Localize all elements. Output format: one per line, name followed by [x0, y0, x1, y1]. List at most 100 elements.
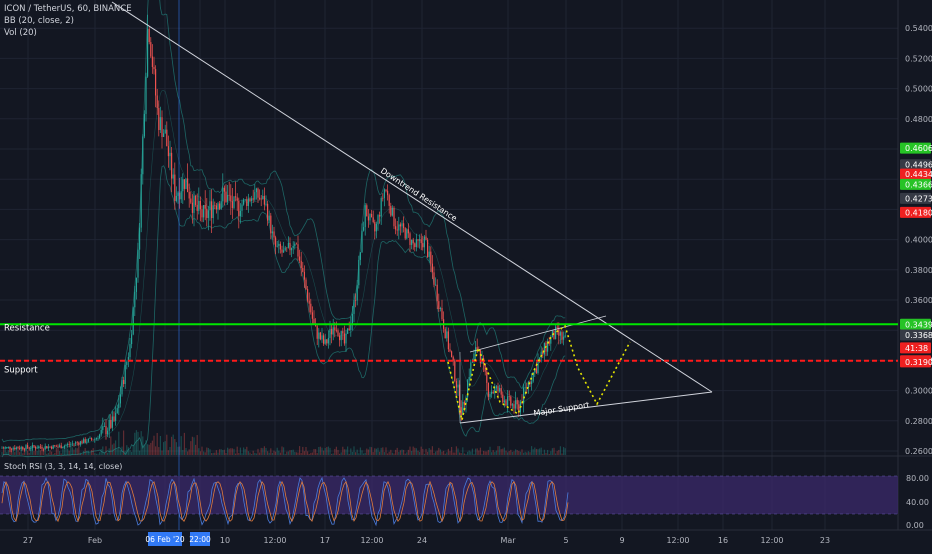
- candle-body: [55, 446, 57, 447]
- price-badge-label: 0.4434: [905, 170, 932, 179]
- candle-body: [20, 446, 22, 449]
- candle-body: [356, 285, 358, 301]
- volume-bar: [260, 447, 262, 455]
- volume-bar: [188, 449, 190, 455]
- candle-body: [177, 192, 179, 196]
- volume-bar: [431, 446, 433, 455]
- candle-body: [313, 318, 315, 324]
- price-badge-label: 0.4606: [905, 144, 932, 153]
- volume-bar: [300, 453, 302, 455]
- symbol-label[interactable]: ICON / TetherUS, 60, BINANCE: [4, 4, 132, 14]
- candle-body: [180, 191, 182, 200]
- candle-body: [95, 438, 97, 440]
- candle-body: [513, 404, 515, 409]
- volume-bar: [505, 450, 507, 455]
- candle-body: [190, 198, 192, 203]
- volume-bar: [55, 447, 57, 455]
- volume-bar: [97, 453, 99, 455]
- volume-bar: [247, 451, 249, 455]
- price-badge: [900, 178, 931, 190]
- candle-body: [169, 152, 171, 157]
- candle-body: [142, 136, 144, 175]
- volume-bar: [142, 436, 144, 455]
- candle-body: [465, 397, 467, 405]
- candle-body: [220, 201, 222, 209]
- volume-bar: [385, 447, 387, 455]
- candle-body: [433, 272, 435, 285]
- candle-body: [217, 203, 219, 210]
- volume-bar: [129, 449, 131, 455]
- candle-body: [382, 198, 384, 199]
- volume-bar: [511, 451, 513, 455]
- volume-bar: [553, 447, 555, 455]
- candle-body: [235, 196, 237, 198]
- candle-body: [343, 333, 345, 344]
- volume-bar: [403, 449, 405, 455]
- volume-bar: [132, 445, 134, 455]
- bb-indicator-label[interactable]: BB (20, close, 2): [4, 16, 74, 26]
- volume-bar: [3, 446, 5, 455]
- volume-bar: [284, 453, 286, 455]
- resistance-label[interactable]: Resistance: [4, 323, 50, 333]
- candle-body: [4, 447, 6, 449]
- volume-bar: [503, 447, 505, 455]
- rsi-band: [0, 476, 898, 514]
- candle-body: [367, 216, 369, 221]
- candle-body: [135, 277, 137, 292]
- candle-body: [398, 224, 400, 231]
- volume-bar: [324, 447, 326, 455]
- candle-body: [107, 430, 109, 435]
- volume-bar: [60, 453, 62, 455]
- candle-body: [484, 363, 486, 372]
- volume-bar: [529, 452, 531, 455]
- candle-body: [511, 404, 513, 406]
- candle-body: [299, 256, 301, 261]
- vol-indicator-label[interactable]: Vol (20): [4, 28, 37, 38]
- candle-body: [67, 444, 69, 446]
- time-tick-label: 23: [820, 536, 830, 545]
- volume-bar: [407, 449, 409, 455]
- volume-bar: [527, 451, 529, 455]
- price-badge-label: 0.3439: [905, 320, 932, 329]
- volume-bar: [363, 453, 365, 455]
- candle-body: [247, 198, 249, 207]
- volume-bar: [155, 446, 157, 455]
- candle-body: [369, 214, 371, 221]
- bb-upper: [1, 0, 566, 443]
- candle-body: [33, 445, 35, 447]
- candle-body: [406, 229, 408, 239]
- volume-bar: [278, 450, 280, 455]
- volume-bar: [563, 447, 565, 455]
- candle-body: [41, 447, 43, 449]
- candle-body: [420, 239, 422, 244]
- candle-body: [241, 204, 243, 211]
- stoch-rsi-label[interactable]: Stoch RSI (3, 3, 14, 14, close): [4, 462, 123, 471]
- support-label[interactable]: Support: [4, 366, 38, 376]
- volume-bar: [28, 452, 30, 455]
- volume-bar: [11, 452, 13, 455]
- candle-body: [449, 349, 451, 352]
- volume-bar: [196, 435, 198, 455]
- volume-bar: [57, 446, 59, 455]
- candle-body: [271, 231, 273, 234]
- price-badge-label: 0.3190: [905, 358, 932, 367]
- candle-body: [124, 364, 126, 385]
- candle-body: [54, 445, 56, 447]
- candle-body: [518, 404, 520, 413]
- volume-bar: [515, 449, 517, 455]
- candle-body: [321, 335, 323, 340]
- candle-body: [68, 444, 70, 445]
- time-axis: 27 Feb 06 Feb '20 22:00 10 12:00 17 12:00 24 Mar 5…: [23, 532, 830, 546]
- volume-bar: [351, 451, 353, 455]
- candle-body: [171, 152, 173, 179]
- candle-body: [302, 268, 304, 272]
- stoch-d-line: [1, 480, 569, 523]
- volume-bar: [347, 446, 349, 455]
- volume-bar: [148, 444, 150, 455]
- volume-bar: [62, 449, 64, 455]
- candle-body: [119, 394, 121, 404]
- candle-body: [51, 446, 53, 449]
- volume-bar: [89, 452, 91, 455]
- major-support-label[interactable]: Major Support: [533, 400, 590, 418]
